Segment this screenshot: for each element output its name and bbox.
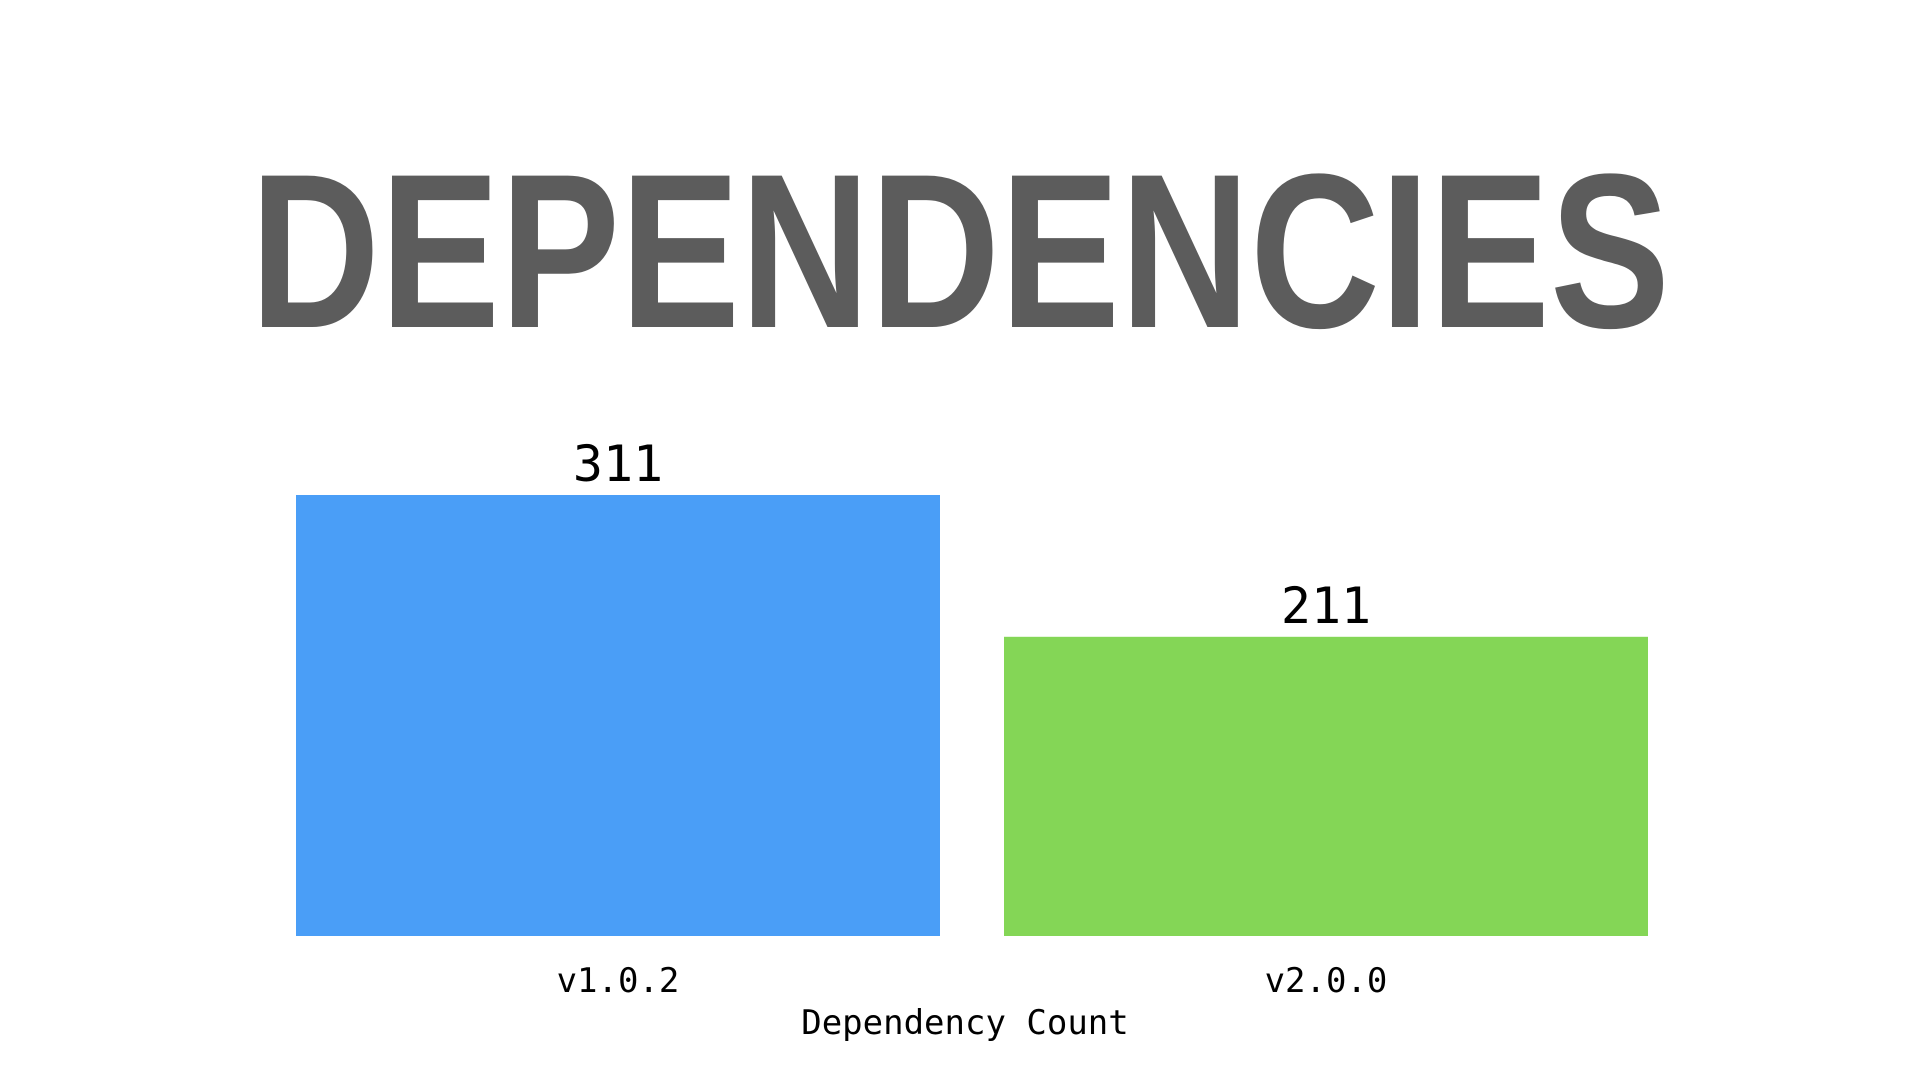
- x-tick-label-v2.0.0: v2.0.0: [1265, 961, 1388, 1001]
- bar-v1.0.2: [296, 495, 940, 936]
- data-label-v2.0.0: 211: [1281, 577, 1371, 635]
- bar-v2.0.0: [1004, 636, 1648, 936]
- data-label-v1.0.2: 311: [573, 435, 663, 493]
- chart-title: DEPENDENCIES: [250, 128, 1670, 374]
- bars-layer: 311 v1.0.2 211 v2.0.0: [296, 435, 1648, 1001]
- x-tick-label-v1.0.2: v1.0.2: [557, 961, 680, 1001]
- x-axis-label: Dependency Count: [801, 1003, 1129, 1043]
